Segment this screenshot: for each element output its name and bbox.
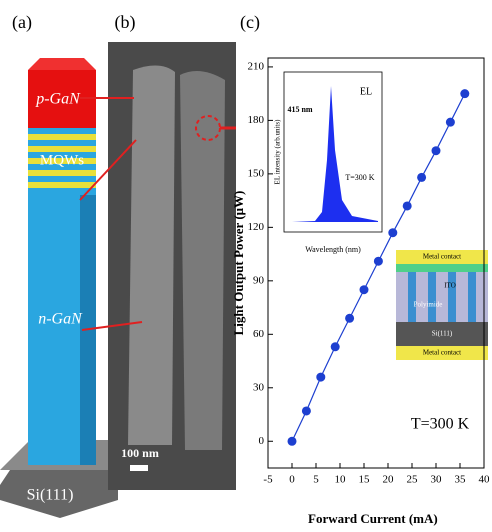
y-tick-label: 180 — [248, 114, 265, 126]
x-tick-label: 15 — [359, 474, 371, 486]
inset-label: EL — [360, 86, 372, 97]
inset-annotation: T=300 K — [345, 173, 374, 182]
x-tick-label: 35 — [455, 474, 467, 486]
inset-annotation: 415 nm — [287, 105, 312, 114]
data-point — [288, 437, 297, 446]
device-label: Metal contact — [423, 349, 461, 357]
x-tick-label: 10 — [335, 474, 347, 486]
nanowire — [448, 272, 456, 322]
data-point — [302, 406, 311, 415]
y-tick-label: 90 — [253, 274, 265, 286]
nanowire — [180, 71, 225, 450]
data-point — [460, 89, 469, 98]
layer-label: n-GaN — [38, 311, 83, 328]
data-point — [403, 201, 412, 210]
panel-b: (b) 100 nm — [80, 12, 236, 490]
nanowire — [128, 65, 175, 445]
device-label: Metal contact — [423, 253, 461, 261]
data-point — [417, 173, 426, 182]
inset-y-label: EL intensity (arb.units) — [274, 119, 282, 185]
data-point — [388, 228, 397, 237]
x-tick-label: -5 — [263, 474, 273, 486]
panel-label: (a) — [12, 12, 32, 33]
y-tick-label: 30 — [253, 381, 265, 393]
panel-c: (c) Forward Current (mA) Light Output Po… — [231, 12, 490, 526]
nanowire — [408, 272, 416, 322]
data-point — [360, 285, 369, 294]
x-tick-label: 20 — [383, 474, 395, 486]
panel-label: (b) — [115, 12, 136, 33]
x-tick-label: 0 — [289, 474, 295, 486]
y-tick-label: 60 — [253, 328, 265, 340]
device-inset: Metal contact ITO Polyimide Si(111) Meta… — [396, 250, 488, 360]
y-tick-label: 120 — [248, 221, 265, 233]
substrate-label: Si(111) — [27, 487, 74, 504]
figure: (a) p-GaN MQWs n-GaN Si(111) (b) 100 nm … — [0, 0, 492, 532]
x-tick-label: 40 — [479, 474, 491, 486]
data-point — [331, 342, 340, 351]
x-tick-label: 25 — [407, 474, 419, 486]
ito — [396, 264, 488, 272]
data-point — [446, 118, 455, 127]
y-tick-label: 150 — [248, 167, 265, 179]
data-point — [345, 314, 354, 323]
y-tick-label: 0 — [259, 435, 265, 447]
x-axis-label: Forward Current (mA) — [308, 511, 438, 526]
data-point — [316, 373, 325, 382]
layer-label: p-GaN — [35, 91, 81, 108]
annotation: T=300 K — [411, 416, 470, 433]
data-point — [432, 146, 441, 155]
nanowire — [468, 272, 476, 322]
x-tick-label: 5 — [313, 474, 319, 486]
scale-bar — [130, 465, 148, 471]
data-point — [374, 257, 383, 266]
nanowire — [428, 272, 436, 322]
scale-label: 100 nm — [121, 446, 159, 460]
device-label: Si(111) — [432, 330, 453, 338]
device-label: ITO — [444, 282, 456, 290]
panel-label: (c) — [240, 12, 260, 33]
y-tick-label: 210 — [248, 60, 265, 72]
p-gan-top — [28, 58, 96, 70]
device-label: Polyimide — [414, 301, 443, 309]
y-axis-label: Light Output Power (μW) — [231, 191, 246, 336]
x-tick-label: 30 — [431, 474, 443, 486]
inset-x-label: Wavelength (nm) — [305, 245, 361, 254]
layer-label: MQWs — [40, 152, 84, 168]
